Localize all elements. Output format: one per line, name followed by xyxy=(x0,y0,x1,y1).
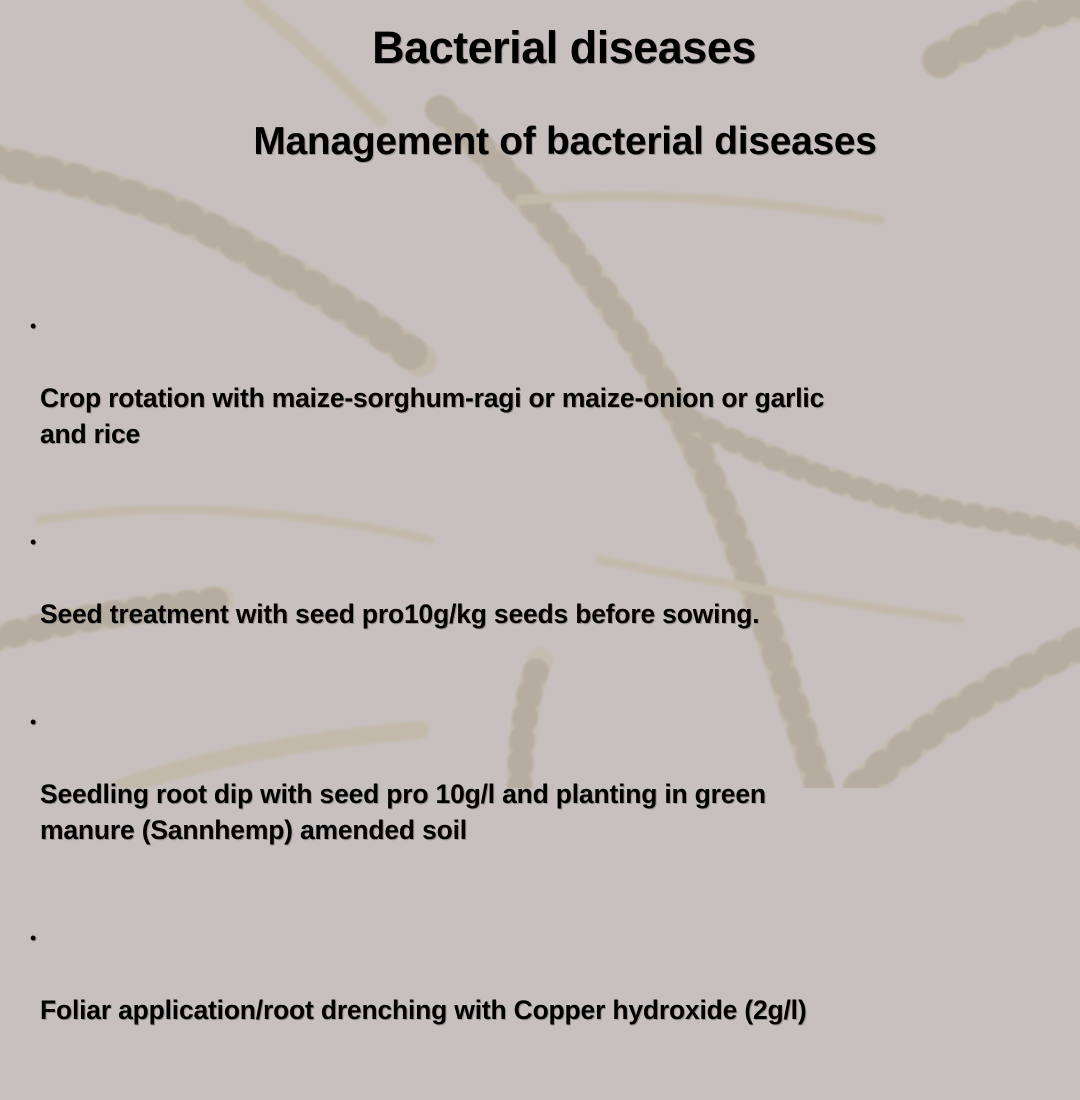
bullet-dot-icon: • xyxy=(30,712,37,732)
bullet-seed-treatment: • Seed treatment with seed pro10g/kg see… xyxy=(30,524,1080,668)
bullet-list: • Crop rotation with maize-sorghum-ragi … xyxy=(30,308,1080,1100)
slide-title: Bacterial diseases xyxy=(372,22,756,73)
bullet-text: Seedling root dip with seed pro 10g/l an… xyxy=(40,779,766,845)
background-hyphae-image xyxy=(0,0,1080,788)
bullet-seedling-root-dip: • Seedling root dip with seed pro 10g/l … xyxy=(30,704,1080,884)
slide-subtitle: Management of bacterial diseases xyxy=(253,120,877,163)
bullet-text: Foliar application/root drenching with C… xyxy=(40,995,807,1025)
bullet-foliar-application: • Foliar application/root drenching with… xyxy=(30,920,1080,1064)
bullet-crop-rotation: • Crop rotation with maize-sorghum-ragi … xyxy=(30,308,1080,488)
bullet-dot-icon: • xyxy=(30,316,37,336)
bullet-text: Crop rotation with maize-sorghum-ragi or… xyxy=(40,383,825,449)
bullet-dot-icon: • xyxy=(30,532,37,552)
bullet-text: Seed treatment with seed pro10g/kg seeds… xyxy=(40,599,760,629)
bullet-dot-icon: • xyxy=(30,928,37,948)
